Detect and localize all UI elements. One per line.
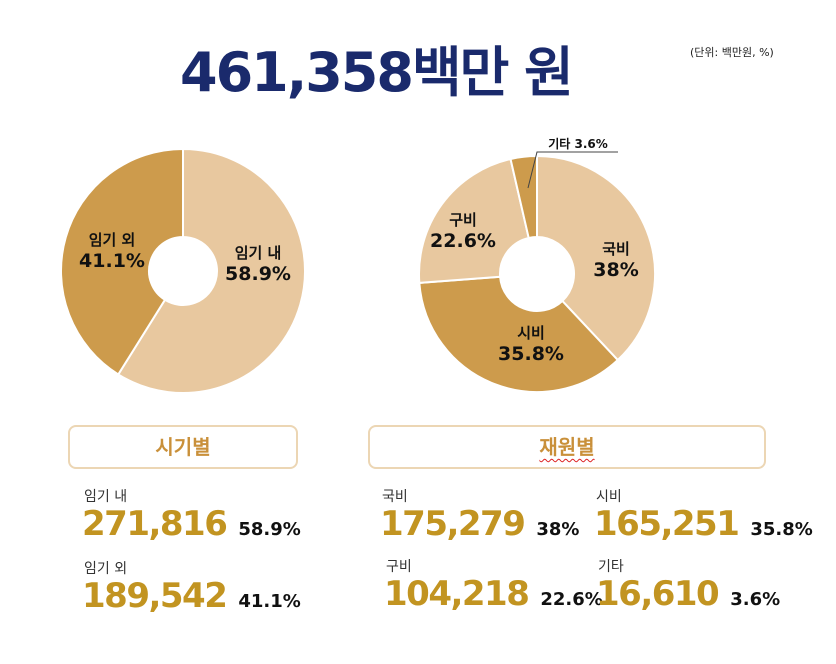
stat-percent: 35.8% — [750, 519, 813, 540]
stat-label: 기타 — [598, 559, 624, 575]
stat-source-district: 구비 104,218 22.6% — [384, 556, 603, 614]
slice-label: 국비 — [602, 240, 630, 258]
page-title: 461,358백만 원 — [180, 41, 574, 104]
section-by-source: 재원별 — [368, 425, 766, 469]
stat-percent: 58.9% — [238, 519, 301, 540]
stat-label: 국비 — [382, 489, 408, 505]
pie-slice — [536, 154, 656, 362]
stat-value: 175,279 — [380, 504, 526, 544]
stat-source-national: 국비 175,279 38% — [380, 486, 579, 544]
stat-value: 271,816 — [82, 504, 228, 544]
slice-label: 시비 — [517, 324, 545, 342]
slice-value-label: 35.8% — [498, 343, 564, 365]
stat-percent: 38% — [536, 519, 580, 540]
pie-slice — [418, 157, 530, 284]
slice-label: 임기 내 — [235, 244, 282, 262]
section-by-period: 시기별 — [68, 425, 298, 469]
slice-value-label: 38% — [593, 259, 638, 281]
slice-label: 구비 — [449, 211, 477, 229]
pie-slice — [60, 147, 184, 376]
stat-label: 임기 외 — [84, 561, 128, 577]
pie-slice — [418, 275, 620, 393]
unit-note: (단위: 백만원, %) — [690, 46, 774, 59]
stat-percent: 3.6% — [730, 589, 781, 610]
leader-line — [527, 151, 618, 189]
stat-value: 16,610 — [596, 574, 720, 614]
stat-percent: 22.6% — [540, 589, 603, 610]
pie-slice — [116, 147, 306, 394]
stat-value: 104,218 — [384, 574, 530, 614]
stat-source-city: 시비 165,251 35.8% — [594, 486, 813, 544]
stat-label: 구비 — [386, 559, 412, 575]
stat-label: 임기 내 — [84, 489, 128, 505]
stat-source-other: 기타 16,610 3.6% — [596, 556, 780, 614]
stat-value: 189,542 — [82, 576, 228, 616]
slice-value-label: 22.6% — [430, 230, 496, 252]
pie-chart-period: 임기 내58.9% 임기 외41.1% — [60, 147, 306, 394]
slice-value-label: 58.9% — [225, 263, 291, 285]
slice-value-label: 41.1% — [79, 250, 145, 272]
slice-label: 기타 3.6% — [548, 136, 608, 151]
stat-period-in-term: 임기 내 271,816 58.9% — [82, 486, 301, 544]
stat-value: 165,251 — [594, 504, 740, 544]
stat-percent: 41.1% — [238, 591, 301, 612]
stat-period-out-term: 임기 외 189,542 41.1% — [82, 558, 301, 616]
slice-label: 임기 외 — [89, 231, 136, 249]
stat-label: 시비 — [596, 489, 622, 505]
